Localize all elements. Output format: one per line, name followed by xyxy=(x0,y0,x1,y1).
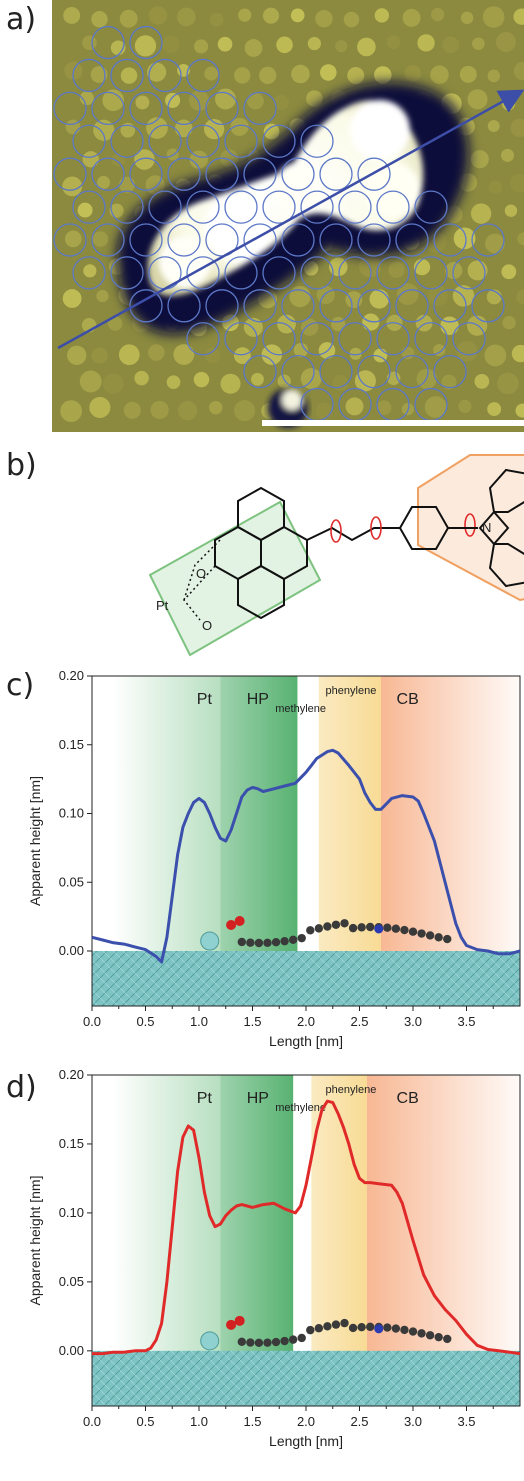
height-profile-line xyxy=(92,1099,521,1356)
chart-d: 0.0 0.5 1.0 1.5 2.0 2.5 3.0 3.5 0.00 0.05 0.10 0.15… xyxy=(27,1070,521,1449)
y-tick-label-4: 0.20 xyxy=(59,1070,84,1082)
molecule-model xyxy=(200,1315,452,1351)
x-tick-label-0: 0.0 xyxy=(83,1014,101,1029)
region-label-Pt: Pt xyxy=(197,691,213,708)
region-label-HP: HP xyxy=(247,1090,269,1107)
x-tick-label-5: 2.5 xyxy=(350,1414,368,1429)
atom-label-o1: O xyxy=(196,566,206,581)
atom-label-n: N xyxy=(482,520,491,535)
linker-bonds xyxy=(306,526,400,542)
surface-slab xyxy=(92,951,520,1006)
x-tick-label-1: 0.5 xyxy=(136,1414,154,1429)
y-tick-label-4: 0.20 xyxy=(59,668,84,683)
x-tick-label-5: 2.5 xyxy=(350,1014,368,1029)
svg-text:Pt: Pt xyxy=(156,598,169,613)
x-axis-label: Length [nm] xyxy=(269,1433,343,1449)
panel-label-b: b) xyxy=(6,448,37,483)
region-label-Pt: Pt xyxy=(197,1090,213,1107)
atom-label-pt: Pt xyxy=(156,598,169,613)
y-tick-label-1: 0.05 xyxy=(59,874,84,889)
y-tick-label-2: 0.10 xyxy=(59,1205,84,1220)
region-label-phenylene: phenylene xyxy=(326,685,377,697)
region-label-CB: CB xyxy=(397,1090,419,1107)
region-label-CB: CB xyxy=(397,691,419,708)
x-axis-label: Length [nm] xyxy=(269,1033,343,1049)
stm-image xyxy=(52,0,524,432)
x-tick-label-4: 2.0 xyxy=(297,1014,315,1029)
molecule-bright-lobes xyxy=(147,100,424,296)
atom-label-o2: O xyxy=(202,618,212,633)
y-tick-label-3: 0.15 xyxy=(59,737,84,752)
adatom-bright xyxy=(268,388,308,428)
y-tick-label-2: 0.10 xyxy=(59,806,84,821)
scale-bar xyxy=(262,420,524,426)
x-tick-label-2: 1.0 xyxy=(190,1414,208,1429)
x-tick-label-7: 3.5 xyxy=(457,1414,475,1429)
y-tick-label-3: 0.15 xyxy=(59,1136,84,1151)
chart-c: 0.0 0.5 1.0 1.5 2.0 2.5 3.0 3.5 0.00 0.05 0.10 0.15… xyxy=(27,668,521,1049)
x-tick-label-6: 3.0 xyxy=(404,1414,422,1429)
panel-label-a: a) xyxy=(6,2,37,37)
height-profile-line xyxy=(91,748,521,964)
molecule-model xyxy=(200,916,452,951)
svg-text:O: O xyxy=(196,566,206,581)
region-label-methylene: methylene xyxy=(275,703,326,715)
x-tick-label-6: 3.0 xyxy=(404,1014,422,1029)
x-tick-label-0: 0.0 xyxy=(83,1414,101,1429)
y-tick-label-0: 0.00 xyxy=(59,1343,84,1358)
hp-anchor-box xyxy=(148,500,322,657)
surface-slab xyxy=(92,1350,520,1406)
panel-label-c: c) xyxy=(6,668,35,703)
x-tick-label-2: 1.0 xyxy=(190,1014,208,1029)
region-label-HP: HP xyxy=(247,691,269,708)
svg-text:N: N xyxy=(482,520,491,535)
panel-label-d: d) xyxy=(6,1070,37,1105)
y-tick-label-1: 0.05 xyxy=(59,1274,84,1289)
y-tick-label-0: 0.00 xyxy=(59,943,84,958)
region-label-methylene: methylene xyxy=(275,1102,326,1114)
x-tick-label-7: 3.5 xyxy=(457,1014,475,1029)
x-tick-label-3: 1.5 xyxy=(243,1414,261,1429)
x-tick-label-4: 2.0 xyxy=(297,1414,315,1429)
chemical-structure: O O N Pt xyxy=(148,454,524,657)
y-axis-label: Apparent height [nm] xyxy=(27,1176,43,1306)
y-axis-label: Apparent height [nm] xyxy=(27,776,43,906)
x-tick-label-3: 1.5 xyxy=(243,1014,261,1029)
region-label-phenylene: phenylene xyxy=(326,1084,377,1096)
carbazole-rings xyxy=(478,468,524,588)
phenylene-ring xyxy=(398,506,478,550)
x-tick-label-1: 0.5 xyxy=(136,1014,154,1029)
pt-coordination xyxy=(183,539,221,621)
profile-arrow xyxy=(57,89,524,350)
svg-text:O: O xyxy=(202,618,212,633)
rotation-markers xyxy=(330,513,476,543)
